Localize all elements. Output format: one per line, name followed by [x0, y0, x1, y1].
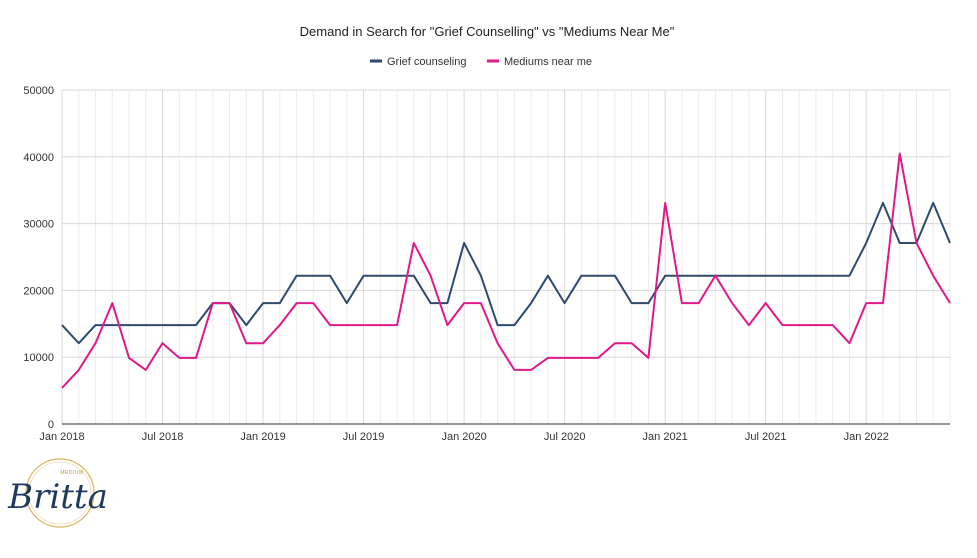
logo-ring-inner — [28, 461, 92, 525]
legend: Grief counseling Mediums near me — [370, 56, 592, 68]
x-tick-label: Jul 2018 — [142, 431, 184, 443]
grid — [61, 89, 951, 425]
legend-label: Grief counseling — [387, 56, 467, 68]
x-tick-label: Jan 2020 — [441, 431, 486, 443]
legend-label: Mediums near me — [504, 56, 592, 68]
x-tick-label: Jan 2021 — [643, 431, 688, 443]
x-axis: Jan 2018 Jul 2018 Jan 2019 Jul 2019 Jan 2020… — [39, 431, 888, 443]
x-tick-label: Jul 2020 — [544, 431, 586, 443]
x-tick-label: Jan 2019 — [240, 431, 285, 443]
logo-script-text: Britta — [7, 477, 108, 517]
y-tick-label: 50000 — [23, 85, 54, 97]
series-line-grief-counseling — [61, 201, 951, 345]
chart-title: Demand in Search for "Grief Counselling"… — [300, 24, 675, 39]
x-tick-label: Jul 2019 — [343, 431, 385, 443]
series-line-mediums-near-me — [61, 152, 951, 389]
y-tick-label: 30000 — [23, 219, 54, 231]
y-tick-label: 0 — [48, 419, 54, 431]
x-tick-label: Jan 2022 — [844, 431, 889, 443]
y-axis: 0 10000 20000 30000 40000 50000 — [23, 85, 54, 431]
y-tick-label: 20000 — [23, 285, 54, 297]
britta-logo: MEDIUM Britta — [7, 458, 108, 528]
y-tick-label: 40000 — [23, 152, 54, 164]
plot-area — [61, 152, 951, 389]
logo-ring — [25, 458, 95, 528]
logo-small-text: MEDIUM — [60, 470, 83, 476]
x-tick-label: Jul 2021 — [745, 431, 787, 443]
y-tick-label: 10000 — [23, 352, 54, 364]
x-tick-label: Jan 2018 — [39, 431, 84, 443]
